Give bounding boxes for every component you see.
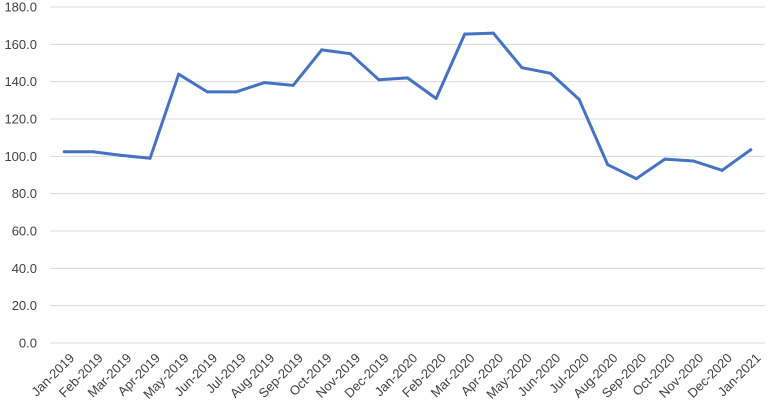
gridlines — [50, 6, 765, 344]
data-point — [234, 90, 238, 94]
y-tick-label: 120.0 — [4, 112, 37, 127]
data-point — [577, 97, 581, 101]
y-tick-label: 160.0 — [4, 37, 37, 52]
data-point — [91, 150, 95, 154]
data-point — [406, 76, 409, 80]
data-point — [377, 78, 381, 82]
data-point — [320, 48, 324, 52]
y-tick-label: 0.0 — [19, 336, 37, 351]
data-point — [205, 90, 209, 94]
series-layer — [62, 31, 753, 181]
x-axis-tick-labels: Jan-2019Feb-2019Mar-2019Apr-2019May-2019… — [28, 350, 763, 401]
y-tick-label: 80.0 — [12, 186, 37, 201]
data-point — [663, 157, 667, 161]
data-point — [148, 156, 152, 160]
data-point — [177, 72, 181, 76]
data-point — [549, 71, 552, 75]
y-tick-label: 100.0 — [4, 149, 37, 164]
y-tick-label: 60.0 — [12, 224, 37, 239]
y-tick-label: 40.0 — [12, 261, 37, 276]
data-point — [692, 159, 695, 163]
data-point — [463, 32, 467, 36]
y-tick-label: 180.0 — [4, 0, 37, 15]
data-point — [634, 177, 638, 181]
series-line — [62, 31, 753, 181]
data-point — [606, 163, 610, 167]
data-point — [263, 81, 266, 85]
data-point — [120, 153, 123, 157]
y-tick-label: 20.0 — [12, 298, 37, 313]
data-point — [491, 31, 495, 35]
data-point — [749, 148, 753, 152]
y-tick-label: 140.0 — [4, 74, 37, 89]
data-point — [291, 83, 295, 87]
y-axis-tick-labels: 0.0 20.0 40.0 60.0 80.0 100.0 120.0 140.0 160.0 1… — [4, 0, 37, 351]
data-point — [62, 150, 66, 154]
data-point — [720, 168, 724, 172]
data-point — [434, 96, 438, 100]
data-point — [520, 66, 524, 70]
data-point — [348, 52, 352, 56]
